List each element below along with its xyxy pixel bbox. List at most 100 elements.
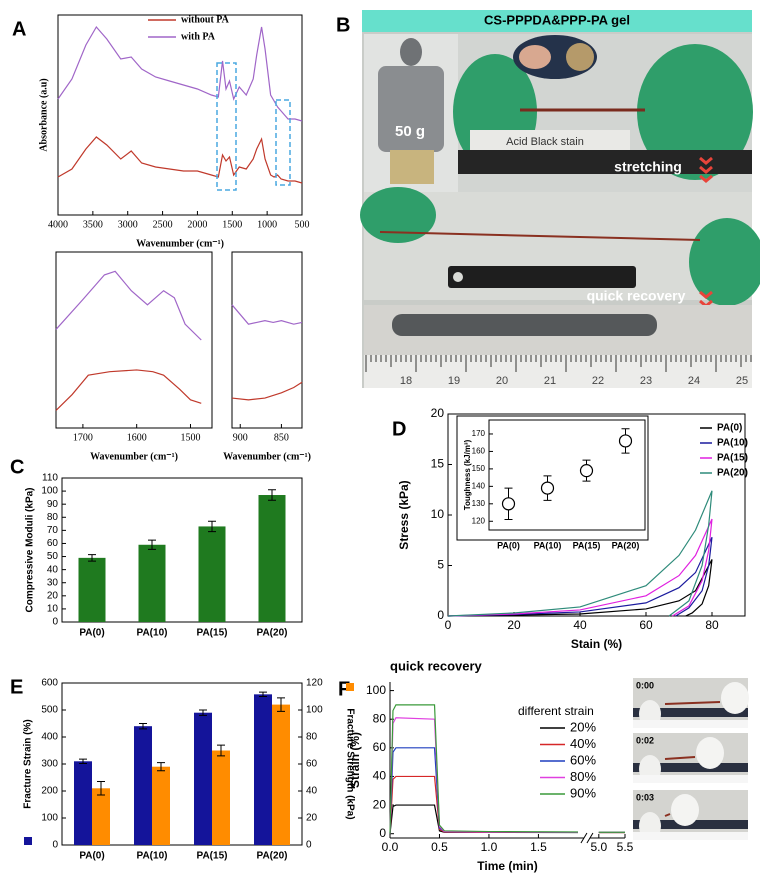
hand — [696, 737, 724, 769]
y-tick-label: 130 — [472, 499, 486, 508]
y-tick-label: 10 — [431, 507, 445, 521]
error-bar — [139, 723, 147, 730]
ruler-hole — [453, 272, 463, 282]
plot-frame — [57, 14, 303, 216]
plot-frame — [231, 251, 303, 429]
ruler-number: 20 — [496, 375, 508, 387]
plot-frame — [55, 251, 213, 429]
y2-tick-label: 120 — [306, 678, 323, 689]
y-tick-label: 50 — [47, 551, 59, 562]
x-tick-label: 20 — [507, 618, 521, 632]
gel-strip — [379, 231, 701, 241]
x-tick-label: PA(15) — [197, 628, 228, 639]
legend-label: 60% — [570, 752, 596, 767]
chevron — [699, 174, 713, 183]
y-tick-label: 160 — [472, 447, 486, 456]
panel-label: A — [12, 18, 26, 40]
error-bar — [259, 691, 267, 697]
x-tick-label: PA(15) — [573, 540, 601, 550]
ruler-number: 25 — [736, 375, 748, 387]
y-axis-label: Strain (%) — [348, 732, 362, 788]
bar — [152, 766, 170, 845]
y-tick-label: 100 — [41, 813, 58, 824]
error-bar — [97, 781, 105, 796]
x-axis-label: Wavenumber (cm⁻¹) — [90, 451, 178, 462]
x-tick-label: PA(20) — [612, 540, 640, 550]
y-tick-label: 60 — [47, 538, 59, 549]
y-tick-label: 0 — [437, 608, 444, 622]
y2-tick-label: 60 — [306, 759, 318, 770]
bar — [254, 694, 272, 845]
bar — [194, 712, 212, 845]
y-tick-label: 100 — [41, 486, 58, 497]
ruler-number: 21 — [544, 375, 556, 387]
y-tick-label: 150 — [472, 464, 486, 473]
x-tick-label: 1000 — [257, 219, 277, 230]
x-tick-label: PA(15) — [197, 851, 228, 862]
x-axis-label: Wavenumber (cm⁻¹) — [223, 451, 311, 462]
chevron — [699, 290, 713, 299]
chart-title: quick recovery — [390, 658, 483, 673]
data-line — [447, 559, 713, 617]
x-tick-label: 1.0 — [481, 840, 498, 854]
ruler-number: 18 — [400, 375, 412, 387]
x-tick-label: 500 — [295, 219, 310, 230]
y2-tick-label: 20 — [306, 813, 318, 824]
y-tick-label: 100 — [366, 683, 386, 697]
data-line — [57, 136, 303, 184]
y2-tick-label: 100 — [306, 705, 323, 716]
ruler-number: 23 — [640, 375, 652, 387]
ruler-face — [470, 130, 630, 150]
y-tick-label: 5 — [437, 558, 444, 572]
y-axis-label: Fracture Strain (%) — [23, 719, 34, 808]
x-tick-label: PA(20) — [257, 628, 288, 639]
bar — [212, 750, 230, 845]
y-tick-label: 200 — [41, 786, 58, 797]
x-tick-label: 80 — [705, 618, 719, 632]
inset-photo — [566, 43, 594, 71]
timestamp: 0:03 — [636, 792, 654, 802]
data-line — [447, 490, 713, 617]
error-bar — [79, 758, 87, 764]
timestamp: 0:00 — [636, 680, 654, 690]
data-line — [55, 270, 202, 341]
y-tick-label: 90 — [47, 499, 59, 510]
ruler-number: 19 — [448, 375, 460, 387]
data-line — [57, 25, 303, 122]
x-tick-label: PA(10) — [137, 628, 168, 639]
y-tick-label: 500 — [41, 705, 58, 716]
glove — [637, 44, 753, 180]
legend-swatch — [346, 683, 354, 691]
legend-label: with PA — [181, 31, 216, 42]
gel-bar — [392, 314, 657, 336]
ruler — [633, 763, 748, 772]
chevron — [699, 156, 713, 165]
ruler-face — [364, 355, 752, 388]
legend-label: PA(10) — [717, 438, 748, 449]
axis-break — [580, 832, 588, 844]
x-tick-label: 0.0 — [382, 840, 399, 854]
x-tick-label: PA(0) — [497, 540, 520, 550]
glove — [689, 218, 760, 306]
x-tick-label: 60 — [639, 618, 653, 632]
photo-header — [362, 10, 752, 32]
y-tick-label: 20 — [373, 797, 387, 811]
ruler — [448, 266, 636, 288]
y-tick-label: 15 — [431, 457, 445, 471]
x-tick-label: 2000 — [187, 219, 207, 230]
x-tick-label: 2500 — [153, 219, 173, 230]
video-bar — [633, 775, 748, 783]
photo-title: CS-PPPDA&PPP-PA gel — [484, 12, 630, 27]
panel-label: B — [336, 14, 350, 36]
error-bar — [268, 489, 276, 501]
y-tick-label: 0 — [379, 826, 386, 840]
gel-sample — [390, 150, 434, 184]
data-point — [540, 481, 555, 495]
y-tick-label: 40 — [373, 769, 387, 783]
panel-label: E — [10, 676, 23, 698]
y-tick-label: 60 — [373, 740, 387, 754]
panel-label: D — [392, 418, 406, 440]
data-line — [447, 518, 713, 617]
legend-label: 90% — [570, 785, 596, 800]
data-line — [389, 704, 625, 834]
